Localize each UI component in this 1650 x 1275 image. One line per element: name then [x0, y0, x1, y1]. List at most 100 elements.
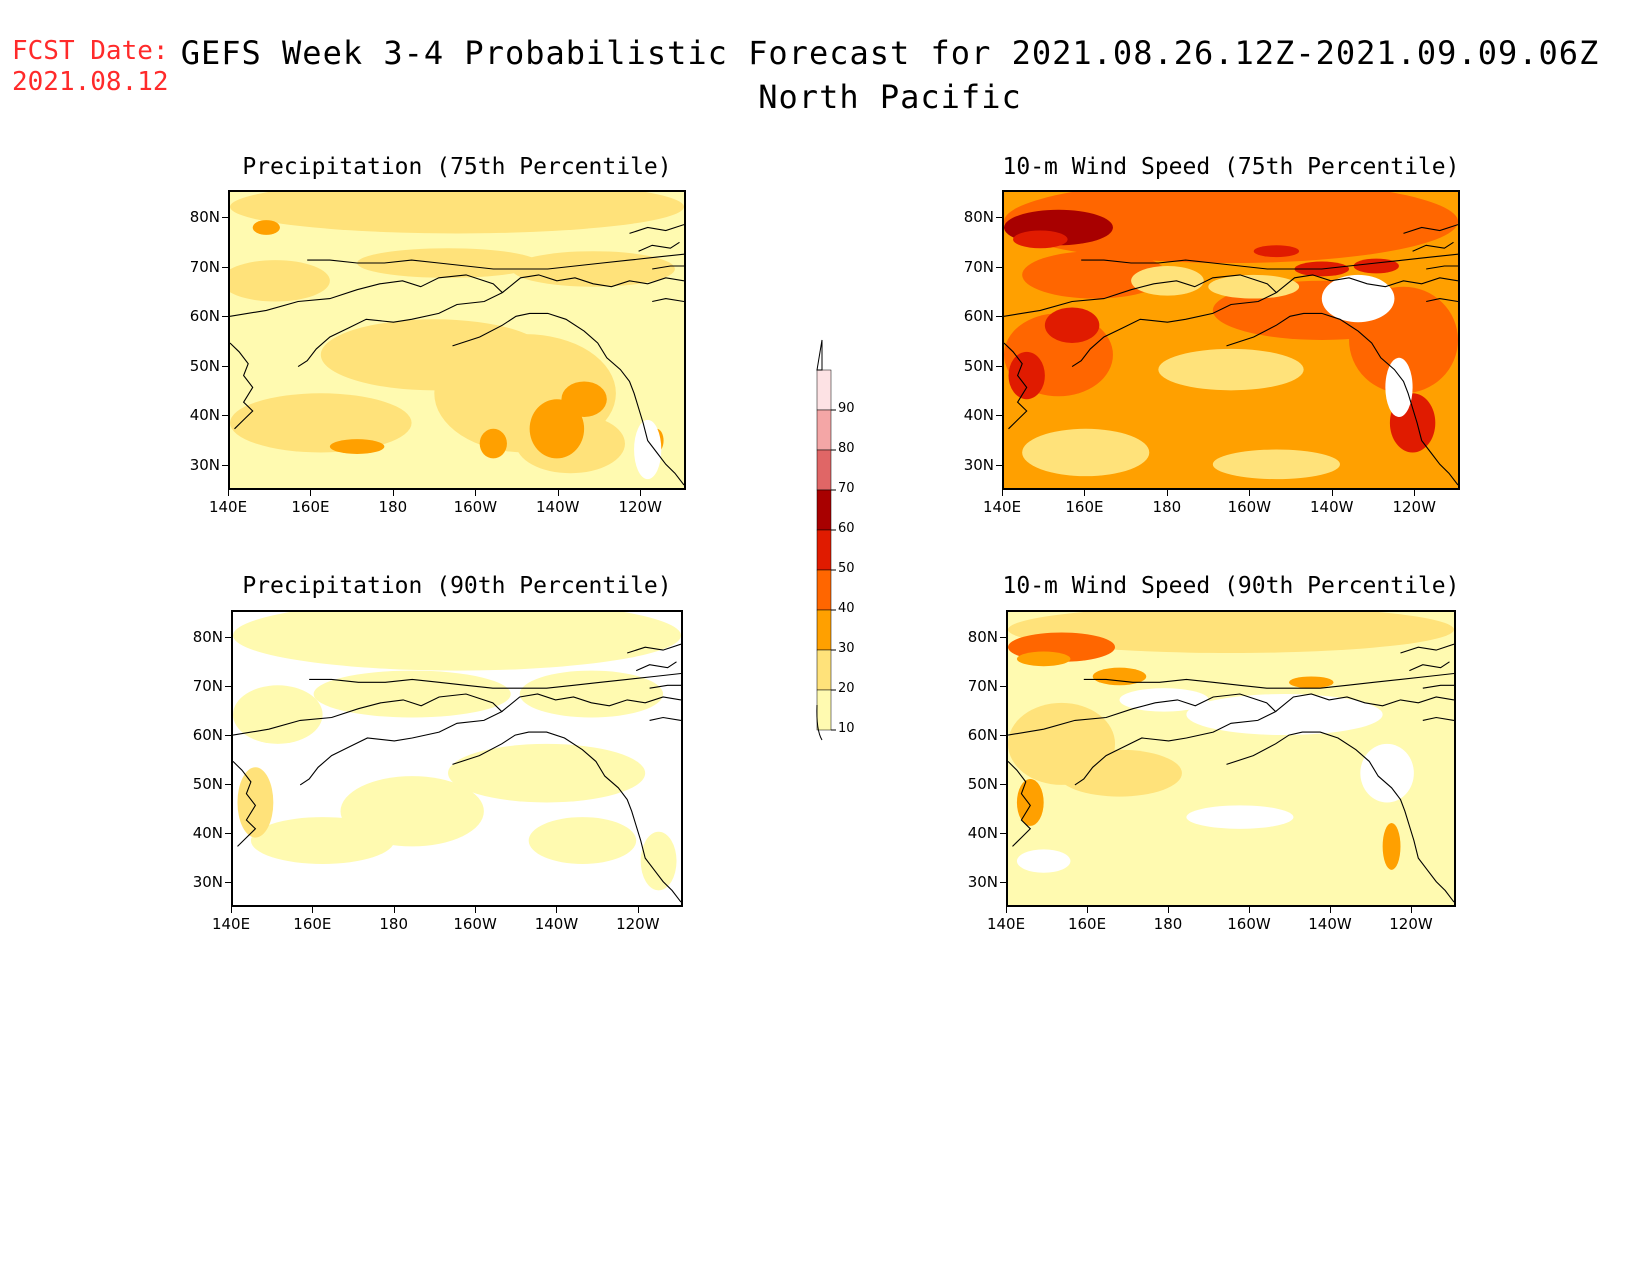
- lon-tick-mark: [557, 490, 559, 496]
- contour-region-light_orange: [329, 439, 385, 454]
- coastline: [452, 731, 681, 903]
- panel-title-precip90: Precipitation (90th Percentile): [242, 573, 672, 599]
- coastline: [629, 224, 684, 234]
- contour-region-white: [634, 419, 662, 480]
- contour-region-yellow: [1212, 449, 1340, 480]
- contour-region-white: [1186, 694, 1383, 736]
- lat-tick-label: 80N: [192, 627, 223, 646]
- contour-region-yellow: [230, 192, 684, 234]
- lat-tick-label: 80N: [967, 627, 998, 646]
- lon-tick-label: 140E: [986, 915, 1026, 933]
- lon-tick-mark: [1411, 907, 1412, 913]
- forecast-date-label: FCST Date:: [12, 36, 169, 66]
- colorbar-label: 70: [838, 481, 855, 496]
- contour-region-pale_yellow: [233, 685, 323, 744]
- lat-tick-label: 30N: [967, 872, 998, 891]
- coastline: [1412, 241, 1454, 252]
- lon-tick-mark: [637, 907, 639, 913]
- map-precip75: [228, 190, 686, 490]
- coastline: [1426, 265, 1458, 270]
- lon-tick-label: 140W: [534, 915, 579, 933]
- lat-tick-label: 30N: [192, 872, 223, 891]
- figure-title: GEFS Week 3-4 Probabilistic Forecast for…: [180, 34, 1600, 72]
- coastline: [501, 693, 681, 713]
- contour-region-orange: [1004, 192, 1458, 264]
- lon-tick-mark: [1006, 907, 1007, 913]
- lon-tick-mark: [1249, 907, 1250, 913]
- coastline: [635, 661, 677, 672]
- colorbar-label: 60: [838, 521, 855, 536]
- colorbar-box: [816, 489, 832, 531]
- coastline: [233, 761, 257, 847]
- contour-region-yellow: [1208, 274, 1300, 299]
- contour-region-light_orange: [252, 220, 280, 235]
- coastline: [627, 643, 681, 654]
- contour-region-pale_yellow: [233, 612, 681, 671]
- lat-tick-label: 30N: [963, 455, 994, 474]
- lat-tick-mark: [1000, 783, 1006, 785]
- figure-region: North Pacific: [758, 78, 1022, 116]
- lat-tick-label: 60N: [192, 725, 223, 744]
- colorbar-label: 30: [838, 641, 855, 656]
- lon-tick-mark: [228, 490, 229, 496]
- map-field-precip75: [230, 192, 684, 488]
- contour-region-red: [1013, 230, 1068, 249]
- coastline: [1422, 684, 1454, 689]
- lon-tick-label: 140E: [208, 498, 248, 516]
- contour-region-yellow: [230, 393, 412, 453]
- coastline: [638, 241, 680, 252]
- coastline: [1008, 693, 1277, 786]
- lat-tick-mark: [222, 415, 228, 416]
- lon-tick-mark: [1084, 490, 1086, 496]
- coastline: [1426, 298, 1458, 303]
- lon-tick-label: 180: [1152, 498, 1182, 516]
- lon-tick-mark: [1087, 907, 1088, 913]
- colorbar-box: [816, 369, 832, 411]
- lon-tick-label: 140W: [536, 498, 580, 516]
- contour-region-white: [1385, 357, 1413, 417]
- lat-tick-label: 40N: [192, 823, 223, 842]
- lat-tick-mark: [225, 783, 231, 785]
- contour-region-light_orange: [1016, 779, 1044, 826]
- coastline: [307, 253, 684, 270]
- lon-tick-label: 160W: [453, 915, 497, 933]
- lon-tick-mark: [1168, 907, 1169, 913]
- lat-tick-mark: [996, 464, 1002, 466]
- lat-tick-mark: [225, 881, 231, 883]
- contour-region-white: [1360, 743, 1414, 803]
- colorbar-box: [816, 529, 832, 571]
- lon-tick-mark: [310, 490, 312, 496]
- colorbar: 90 80 70 60 50 40 30 20 10: [812, 335, 892, 745]
- coastline: [1403, 224, 1458, 234]
- lon-tick-label: 160W: [1227, 915, 1271, 933]
- contour-region-yellow: [1022, 428, 1150, 477]
- lon-tick-label: 140E: [982, 498, 1022, 516]
- colorbar-label: 40: [838, 601, 855, 616]
- lat-tick-label: 80N: [963, 208, 994, 226]
- coastline: [309, 672, 681, 689]
- lat-tick-label: 50N: [967, 774, 998, 793]
- map-wind90: [1006, 610, 1456, 907]
- contour-region-yellow: [237, 767, 274, 838]
- lat-tick-mark: [222, 464, 228, 466]
- forecast-date-value: 2021.08.12: [12, 67, 169, 97]
- colorbar-label: 20: [838, 681, 855, 696]
- lon-tick-mark: [1166, 490, 1168, 496]
- colorbar-bottom-arrow: [816, 704, 823, 741]
- lon-tick-mark: [556, 907, 558, 913]
- lat-tick-label: 40N: [967, 823, 998, 842]
- lat-tick-mark: [996, 316, 1002, 317]
- lon-tick-label: 140W: [1308, 915, 1352, 933]
- colorbar-box: [816, 409, 832, 451]
- colorbar-graphic: [816, 339, 836, 741]
- lon-tick-mark: [392, 490, 394, 496]
- coastline: [230, 274, 504, 368]
- contour-region-light_orange: [1092, 667, 1147, 686]
- lat-tick-mark: [996, 266, 1002, 268]
- map-field-precip90: [233, 612, 681, 905]
- colorbar-label: 50: [838, 561, 855, 576]
- lat-tick-mark: [996, 365, 1002, 367]
- colorbar-box: [816, 649, 832, 691]
- contour-region-white: [1186, 805, 1294, 829]
- lat-tick-mark: [222, 266, 228, 268]
